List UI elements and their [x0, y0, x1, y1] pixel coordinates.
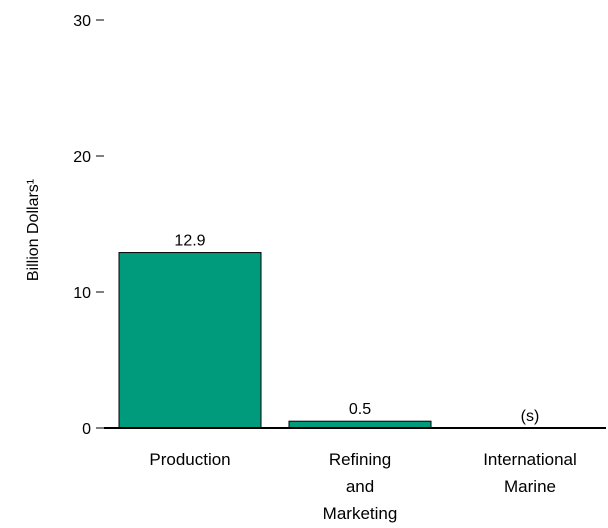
category-labels: Production Refining and Marketing Internatio… [149, 450, 576, 523]
y-axis: 0 10 20 30 [73, 13, 104, 438]
category-label: Marketing [323, 504, 398, 523]
y-tick-label: 30 [73, 13, 91, 30]
bar [288, 420, 432, 429]
data-label: 0.5 [349, 401, 371, 418]
category-label: Refining [329, 450, 391, 469]
category-label: Production [149, 450, 230, 469]
y-axis-title: Billion Dollars¹ [25, 179, 42, 281]
category-label: Marine [504, 477, 556, 496]
bar [118, 252, 262, 429]
category-label: International [483, 450, 577, 469]
y-tick-label: 10 [73, 285, 91, 302]
data-label: (s) [521, 408, 540, 425]
data-label: 12.9 [174, 233, 205, 250]
bars [118, 252, 432, 429]
data-labels: 12.9 0.5 (s) [174, 233, 539, 425]
y-tick-label: 0 [82, 421, 91, 438]
category-label: and [346, 477, 374, 496]
y-tick-label: 20 [73, 149, 91, 166]
